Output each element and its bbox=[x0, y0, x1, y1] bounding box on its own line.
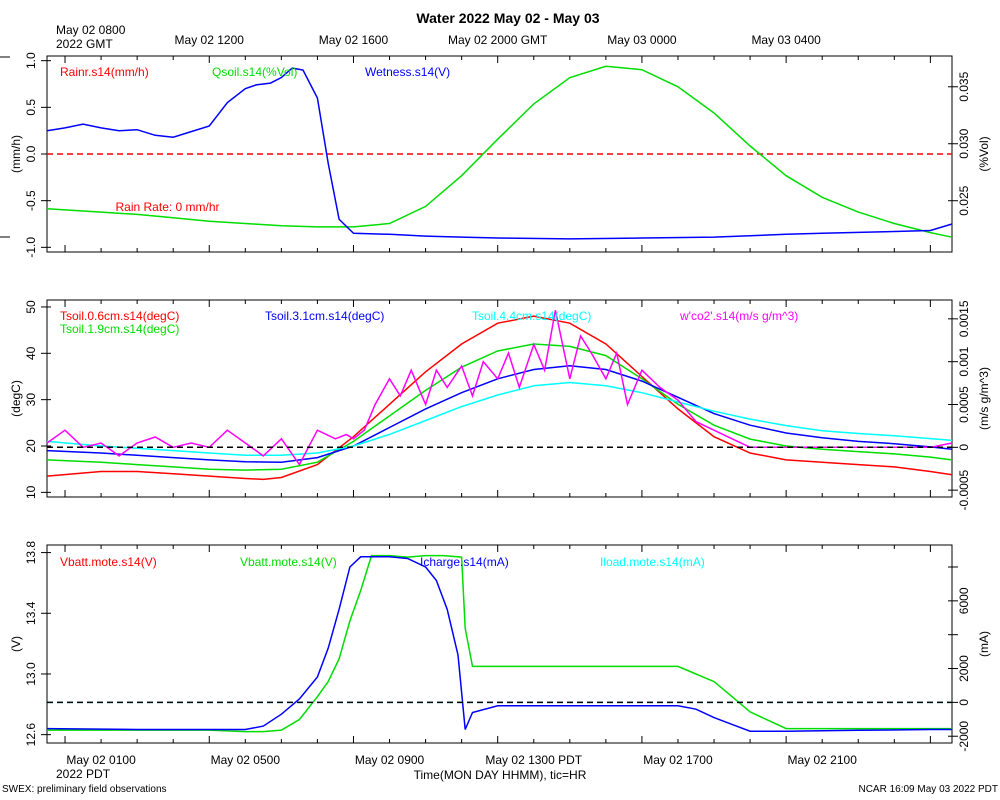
legend-label: Vbatt.mote.s14(V) bbox=[240, 555, 337, 569]
left-tick-label: 12.6 bbox=[24, 723, 38, 747]
legend-label: Icharge.s14(mA) bbox=[420, 555, 509, 569]
right-tick-label: 2000 bbox=[957, 655, 971, 682]
chart-annotation: Rain Rate: 0 mm/hr bbox=[116, 200, 220, 214]
series-line-qsoil-s14-vol bbox=[46, 65, 953, 238]
series-line-icharge-s14-ma bbox=[46, 556, 952, 732]
right-tick-label: 0.030 bbox=[957, 128, 971, 158]
panel-battery-frame bbox=[46, 544, 953, 744]
top-tick-label: May 02 2000 GMT bbox=[448, 33, 548, 47]
left-axis-title: (V) bbox=[9, 636, 23, 652]
bottom-tick-label: May 02 1300 PDT bbox=[485, 753, 582, 767]
left-tick-label: 50 bbox=[24, 300, 38, 314]
legend-label: Wetness.s14(V) bbox=[365, 65, 450, 79]
right-tick-label: 0.001 bbox=[957, 346, 971, 376]
left-tick-label: -0.5 bbox=[24, 190, 38, 211]
left-tick-label: 13.4 bbox=[24, 601, 38, 625]
right-tick-label: 0.035 bbox=[957, 71, 971, 101]
top-tick-label: May 02 1600 bbox=[319, 33, 389, 47]
legend-label: Tsoil.4.4cm.s14(degC) bbox=[472, 309, 591, 323]
left-tick-label: 30 bbox=[24, 393, 38, 407]
bottom-tick-label: May 02 0100 bbox=[66, 753, 136, 767]
series-line-tsoil-0-6cm-s14-degc bbox=[46, 315, 953, 481]
left-tick-label: 40 bbox=[24, 346, 38, 360]
chart-dynamic-layer: May 02 1200 May 02 1600 May 02 2000 GMT May… bbox=[9, 33, 991, 767]
footer-left: SWEX: preliminary field observations bbox=[2, 784, 167, 795]
bottom-tick-label: May 02 2100 bbox=[788, 753, 858, 767]
series-line-vbatt-mote-s14-v bbox=[47, 554, 952, 733]
left-axis-title: (mm/h) bbox=[9, 135, 23, 173]
top-tick-label: May 03 0400 bbox=[751, 33, 821, 47]
legend-label: Qsoil.s14(%Vol) bbox=[212, 65, 297, 79]
series-line-tsoil-4-4cm-s14-degc bbox=[46, 381, 953, 457]
series-line-tsoil-1-9cm-s14-degc bbox=[46, 343, 953, 471]
right-axis-title: (mA) bbox=[977, 631, 991, 657]
series-line-wetness-s14-v bbox=[46, 67, 953, 240]
legend-label: w'co2'.s14(m/s g/m^3) bbox=[679, 309, 798, 323]
legend-label: Iload.mote.s14(mA) bbox=[600, 555, 705, 569]
top-left-label-2: 2022 GMT bbox=[56, 37, 113, 51]
top-tick-label: May 03 0000 bbox=[607, 33, 677, 47]
left-tick-label: 1.0 bbox=[24, 52, 38, 69]
right-tick-label: 0 bbox=[957, 444, 971, 451]
panel-soil-temperature-frame bbox=[46, 299, 953, 498]
bottom-tick-label: May 02 0900 bbox=[355, 753, 425, 767]
legend-label: Tsoil.0.6cm.s14(degC) bbox=[60, 309, 179, 323]
bottom-tick-label: May 02 1700 bbox=[643, 753, 713, 767]
right-axis-title: (%Vol) bbox=[977, 136, 991, 171]
legend-vbatt-red: Vbatt.mote.s14(V) bbox=[60, 555, 157, 569]
right-axis-title: (m/s g/m^3) bbox=[977, 367, 991, 430]
left-tick-label: 13.0 bbox=[24, 662, 38, 686]
series-line-w-co2-s14-m-s-g-m-3 bbox=[46, 310, 953, 466]
x-axis-label: Time(MON DAY HHMM), tic=HR bbox=[414, 768, 587, 782]
left-tick-label: -1.0 bbox=[24, 237, 38, 258]
legend-label: Tsoil.3.1cm.s14(degC) bbox=[265, 309, 384, 323]
right-tick-label: 0.0015 bbox=[957, 300, 971, 337]
right-tick-label: -2000 bbox=[957, 721, 971, 752]
left-tick-label: 0.5 bbox=[24, 99, 38, 116]
right-tick-label: 0.0005 bbox=[957, 386, 971, 423]
left-tick-label: 0.0 bbox=[24, 145, 38, 162]
right-tick-label: 6000 bbox=[957, 587, 971, 614]
legend-label: Tsoil.1.9cm.s14(degC) bbox=[60, 322, 179, 336]
bottom-tick-label: May 02 0500 bbox=[211, 753, 281, 767]
right-tick-label: -0.0005 bbox=[957, 469, 971, 510]
left-tick-label: 13.8 bbox=[24, 541, 38, 565]
right-tick-label: 0.025 bbox=[957, 185, 971, 215]
left-tick-label: 20 bbox=[24, 439, 38, 453]
legend-label: Rainr.s14(mm/h) bbox=[60, 65, 149, 79]
top-tick-label: May 02 1200 bbox=[175, 33, 245, 47]
bottom-left-label: 2022 PDT bbox=[56, 767, 111, 781]
right-tick-label: 0 bbox=[957, 699, 971, 706]
left-edge-legend-fragment bbox=[0, 56, 10, 238]
figure-title: Water 2022 May 02 - May 03 bbox=[416, 10, 599, 26]
top-left-label-1: May 02 0800 bbox=[56, 23, 126, 37]
footer-right: NCAR 16:09 May 03 2022 PDT bbox=[858, 784, 998, 795]
left-tick-label: 10 bbox=[24, 485, 38, 499]
left-axis-title: (degC) bbox=[9, 380, 23, 417]
